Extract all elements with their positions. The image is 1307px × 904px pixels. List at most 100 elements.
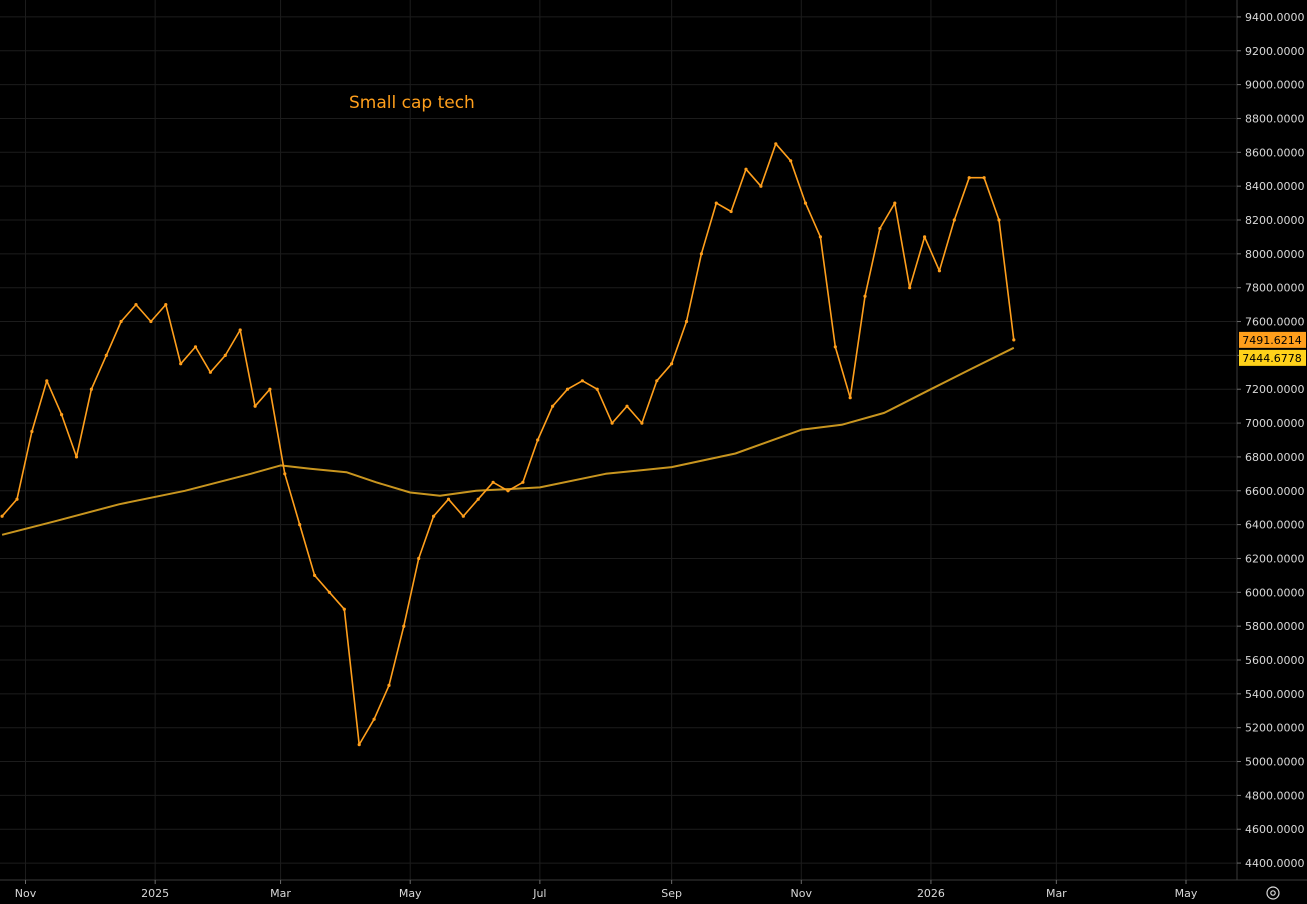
price-point xyxy=(684,319,689,324)
price-point xyxy=(134,303,138,307)
price-point xyxy=(342,607,346,611)
y-tick-label: 7600.0000 xyxy=(1245,316,1305,329)
y-tick-label: 7000.0000 xyxy=(1245,417,1305,430)
price-point xyxy=(104,353,108,357)
x-tick-label: 2026 xyxy=(917,887,945,900)
price-point xyxy=(670,362,674,366)
y-tick-label: 9400.0000 xyxy=(1245,11,1305,24)
price-point xyxy=(223,353,227,357)
price-point xyxy=(1012,338,1016,342)
y-tick-label: 8000.0000 xyxy=(1245,248,1305,261)
last-price-badge-label: 7444.6778 xyxy=(1242,352,1302,365)
grid-layer xyxy=(0,0,1237,880)
price-point xyxy=(893,201,897,205)
price-point xyxy=(952,218,956,222)
price-point xyxy=(60,413,64,417)
price-point xyxy=(908,286,912,290)
price-point xyxy=(729,209,733,214)
y-tick-label: 5200.0000 xyxy=(1245,722,1305,735)
x-tick-label: May xyxy=(1175,887,1198,900)
price-point xyxy=(357,743,361,747)
price-point xyxy=(268,387,272,391)
moving-average-line xyxy=(1,346,1015,536)
price-point xyxy=(179,362,183,366)
y-tick-label: 4600.0000 xyxy=(1245,823,1305,836)
price-point xyxy=(164,303,168,307)
last-price-badges: 7491.6214 7444.6778 xyxy=(1239,331,1306,366)
price-point xyxy=(313,573,317,578)
price-point xyxy=(491,480,495,484)
price-point xyxy=(387,683,391,688)
price-point xyxy=(997,218,1001,222)
y-tick-label: 8400.0000 xyxy=(1245,180,1305,193)
price-point xyxy=(327,590,331,594)
price-point xyxy=(714,201,718,205)
price-point xyxy=(149,319,153,324)
price-point xyxy=(0,514,4,518)
last-price-badge xyxy=(1239,349,1306,366)
price-point xyxy=(878,226,882,231)
price-point xyxy=(848,396,852,400)
price-point xyxy=(536,438,540,442)
price-line xyxy=(1,143,1015,746)
price-point xyxy=(937,269,942,273)
settings-button[interactable] xyxy=(1262,882,1284,904)
y-tick-label: 5400.0000 xyxy=(1245,688,1305,701)
x-tick-label: Sep xyxy=(661,887,682,900)
price-point xyxy=(446,497,451,501)
price-point xyxy=(774,142,778,146)
y-tick-label: 6400.0000 xyxy=(1245,519,1305,532)
price-point xyxy=(208,370,212,374)
price-point xyxy=(551,404,555,408)
y-tick-label: 5600.0000 xyxy=(1245,654,1305,667)
price-point xyxy=(565,387,570,391)
price-point xyxy=(759,184,763,188)
x-tick-label: Nov xyxy=(791,887,813,900)
price-point xyxy=(595,387,599,391)
price-point xyxy=(506,489,510,493)
price-point xyxy=(655,379,659,383)
price-point xyxy=(30,429,34,434)
price-point xyxy=(15,497,19,501)
price-point xyxy=(283,472,287,476)
moving-average-layer xyxy=(1,346,1015,536)
price-point xyxy=(402,624,406,628)
settings-gear-icon xyxy=(1266,886,1280,900)
price-point xyxy=(461,514,465,518)
price-point xyxy=(253,404,257,408)
price-point xyxy=(89,387,93,391)
price-point xyxy=(640,421,644,425)
price-point xyxy=(193,345,198,349)
price-point xyxy=(45,379,49,383)
price-point xyxy=(432,514,436,518)
price-point xyxy=(298,523,302,527)
x-tick-label: Mar xyxy=(270,887,291,900)
price-point xyxy=(744,167,748,171)
price-point xyxy=(119,319,123,324)
y-tick-label: 6000.0000 xyxy=(1245,586,1305,599)
y-tick-label: 7800.0000 xyxy=(1245,282,1305,295)
price-point xyxy=(803,201,808,205)
y-tick-label: 9200.0000 xyxy=(1245,45,1305,58)
chart-title: Small cap tech xyxy=(349,93,475,113)
price-point xyxy=(699,252,704,256)
y-tick-label: 5800.0000 xyxy=(1245,620,1305,633)
y-tick-label: 9000.0000 xyxy=(1245,79,1305,92)
y-tick-label: 6200.0000 xyxy=(1245,552,1305,565)
y-tick-label: 4800.0000 xyxy=(1245,789,1305,802)
price-point xyxy=(818,235,823,239)
price-point xyxy=(476,497,480,501)
price-point xyxy=(580,379,585,383)
y-tick-label: 8200.0000 xyxy=(1245,214,1305,227)
y-tick-label: 5000.0000 xyxy=(1245,756,1305,769)
y-tick-label: 7200.0000 xyxy=(1245,383,1305,396)
x-tick-label: Nov xyxy=(15,887,37,900)
price-point xyxy=(789,159,793,163)
price-point xyxy=(610,421,614,425)
price-point xyxy=(923,235,927,239)
y-tick-label: 4400.0000 xyxy=(1245,857,1305,870)
price-point xyxy=(74,455,79,459)
